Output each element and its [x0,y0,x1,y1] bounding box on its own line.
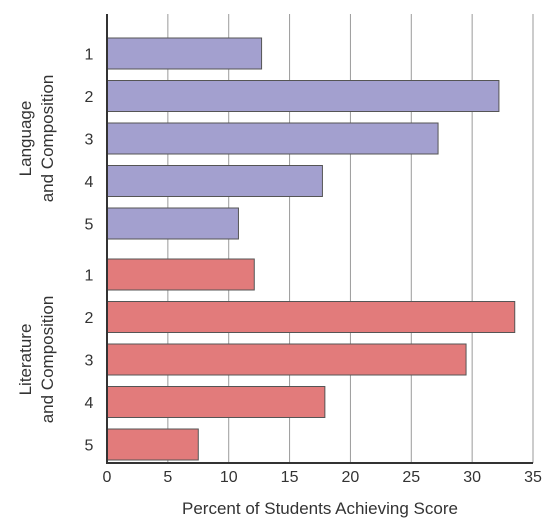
x-tick-label: 10 [220,469,238,486]
group-label-line: Language [16,101,35,177]
bar [106,258,255,291]
bar [106,37,263,70]
x-tick-label: 0 [103,469,112,486]
bar [106,122,439,155]
x-tick-label: 30 [463,469,481,486]
category-label: 5 [85,438,94,455]
x-tick-label: 35 [524,469,542,486]
x-axis-title: Percent of Students Achieving Score [182,499,458,518]
bar [106,80,500,112]
category-label: 2 [85,89,94,106]
category-label: 1 [85,47,94,64]
category-label: 1 [85,268,94,285]
group-label-line: and Composition [38,296,57,424]
x-tick-label: 20 [342,469,360,486]
bar [106,301,516,333]
category-label: 3 [85,132,94,149]
category-label: 3 [85,353,94,370]
axes [106,14,533,464]
category-labels: 1 2 3 4 5 1 2 3 4 5 [85,47,94,455]
bar [106,343,467,376]
bar [106,207,239,240]
category-label: 4 [85,174,94,191]
bars [106,37,516,461]
group-label-line: Literature [16,324,35,396]
category-label: 5 [85,217,94,234]
bar [106,386,326,418]
bar [106,165,323,197]
tick-labels: 0 5 10 15 20 25 30 35 [103,469,542,486]
group-label-line: and Composition [38,75,57,203]
category-label: 2 [85,310,94,327]
x-tick-label: 5 [163,469,172,486]
x-tick-label: 25 [402,469,420,486]
category-label: 4 [85,395,94,412]
x-tick-label: 15 [281,469,299,486]
bar [106,428,199,461]
